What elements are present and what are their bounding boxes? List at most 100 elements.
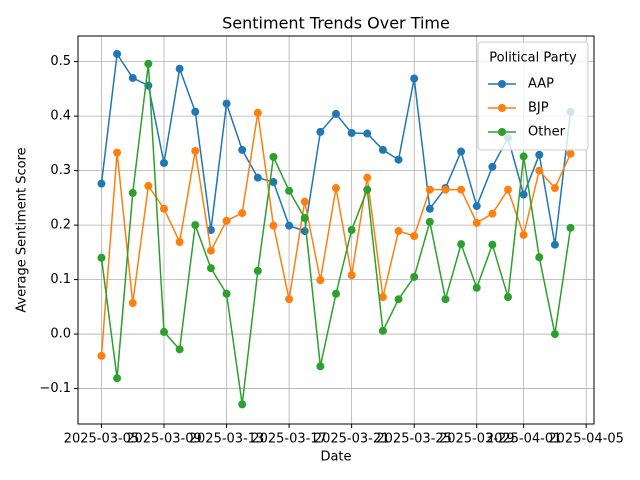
data-point — [363, 173, 372, 182]
data-point — [504, 185, 512, 194]
data-point — [472, 283, 481, 292]
x-tick-label: 2025-03-05 — [64, 432, 140, 447]
data-point — [285, 186, 294, 195]
data-point — [347, 271, 356, 280]
data-point — [175, 64, 184, 73]
data-point — [191, 146, 200, 155]
data-point — [457, 240, 466, 249]
data-point — [222, 216, 231, 225]
data-point — [425, 217, 434, 226]
data-point — [113, 374, 122, 383]
legend-label: AAP — [528, 77, 554, 92]
data-point — [316, 362, 325, 371]
data-point — [206, 246, 215, 255]
data-point — [269, 221, 278, 230]
data-point — [332, 184, 340, 193]
data-point — [175, 345, 184, 354]
data-point — [457, 185, 466, 194]
data-point — [285, 221, 294, 230]
data-point — [222, 289, 231, 298]
data-point — [535, 166, 544, 175]
data-point — [238, 209, 247, 218]
data-point — [113, 49, 122, 58]
data-point — [97, 351, 106, 360]
y-tick-label: 0.1 — [50, 272, 71, 287]
data-point — [550, 240, 559, 249]
data-point — [410, 231, 419, 240]
data-point — [394, 295, 403, 304]
legend-marker — [498, 104, 506, 112]
data-point — [269, 152, 278, 161]
data-point — [566, 149, 575, 158]
data-point — [128, 299, 137, 308]
data-point — [394, 155, 403, 164]
legend-marker — [498, 80, 506, 88]
x-tick-label: 2025-03-21 — [314, 432, 390, 447]
data-point — [97, 179, 106, 188]
data-point — [394, 227, 403, 236]
data-point — [566, 223, 575, 232]
data-point — [191, 221, 200, 230]
data-point — [113, 148, 122, 157]
data-point — [378, 293, 387, 302]
data-point — [347, 129, 356, 137]
data-point — [238, 145, 247, 154]
data-point — [519, 152, 528, 161]
x-tick-label: 2025-03-17 — [251, 432, 327, 447]
data-point — [160, 327, 168, 336]
data-point — [410, 272, 419, 281]
data-point — [504, 293, 512, 302]
data-point — [175, 237, 184, 246]
x-tick-label: 2025-03-25 — [376, 432, 452, 447]
y-tick-label: 0.5 — [50, 54, 71, 69]
data-point — [332, 289, 340, 298]
x-axis-label: Date — [320, 450, 351, 465]
data-point — [488, 240, 497, 249]
legend-box — [477, 41, 589, 151]
data-point — [97, 253, 106, 262]
data-point — [519, 190, 528, 199]
data-point — [206, 226, 215, 234]
data-point — [285, 295, 294, 304]
data-point — [425, 204, 434, 213]
data-point — [238, 400, 247, 409]
data-point — [191, 107, 200, 116]
data-point — [519, 230, 528, 239]
data-point — [378, 145, 387, 154]
chart-title: Sentiment Trends Over Time — [222, 14, 450, 33]
data-point — [206, 264, 215, 273]
y-tick-label: −0.1 — [39, 381, 71, 396]
plot-frame — [77, 35, 595, 425]
data-point — [253, 173, 262, 182]
data-point — [488, 209, 497, 218]
x-tick-label: 2025-03-29 — [439, 432, 515, 447]
data-point — [441, 185, 450, 194]
y-tick-label: 0.3 — [50, 163, 71, 178]
data-point — [535, 150, 544, 159]
data-point — [269, 178, 278, 187]
data-point — [378, 326, 387, 335]
legend-label: Other — [528, 125, 566, 140]
y-tick-label: 0.0 — [50, 327, 71, 342]
data-point — [457, 147, 466, 156]
data-point — [253, 266, 262, 275]
y-tick-label: 0.4 — [50, 109, 71, 124]
data-point — [472, 218, 481, 227]
legend: Political Party AAP BJP Other — [477, 41, 589, 151]
legend-title: Political Party — [489, 51, 577, 66]
legend-marker — [498, 128, 506, 136]
data-point — [144, 59, 153, 68]
data-point — [253, 108, 262, 117]
y-axis-label: Average Sentiment Score — [15, 147, 30, 312]
data-point — [128, 73, 137, 82]
data-point — [550, 184, 559, 193]
data-point — [550, 330, 559, 339]
x-tick-label: 2025-04-01 — [486, 432, 562, 447]
data-point — [300, 227, 309, 236]
data-point — [347, 226, 356, 234]
data-point — [410, 74, 419, 83]
x-tick-label: 2025-03-09 — [126, 432, 202, 447]
data-point — [144, 181, 153, 190]
data-point — [300, 197, 309, 206]
